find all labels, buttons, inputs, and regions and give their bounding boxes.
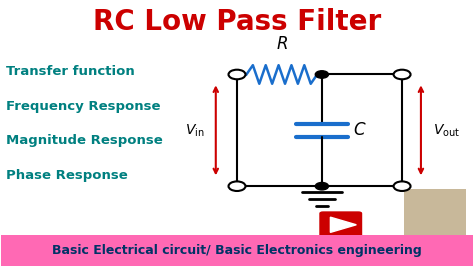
Circle shape	[393, 70, 410, 79]
Bar	[404, 189, 466, 239]
Text: Transfer function: Transfer function	[6, 65, 135, 78]
Text: RC Low Pass Filter: RC Low Pass Filter	[93, 8, 381, 36]
Text: Basic Electrical circuit/ Basic Electronics engineering: Basic Electrical circuit/ Basic Electron…	[52, 244, 422, 257]
Bar	[1, 235, 473, 266]
Text: LEMBS: LEMBS	[361, 238, 384, 243]
Circle shape	[315, 71, 328, 78]
Text: Subscribe: Subscribe	[323, 239, 363, 245]
Polygon shape	[330, 217, 356, 232]
Circle shape	[315, 182, 328, 190]
Circle shape	[228, 181, 246, 191]
Text: $R$: $R$	[276, 35, 288, 53]
Text: $V_{\rm out}$: $V_{\rm out}$	[433, 122, 460, 139]
Text: Magnitude Response: Magnitude Response	[6, 135, 163, 147]
Text: $V_{\rm in}$: $V_{\rm in}$	[185, 122, 204, 139]
Circle shape	[393, 181, 410, 191]
FancyBboxPatch shape	[319, 211, 362, 238]
Text: Phase Response: Phase Response	[6, 169, 128, 182]
Circle shape	[228, 70, 246, 79]
Text: Frequency Response: Frequency Response	[6, 100, 160, 113]
Text: $C$: $C$	[353, 121, 366, 139]
